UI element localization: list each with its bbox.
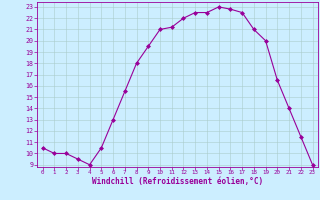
X-axis label: Windchill (Refroidissement éolien,°C): Windchill (Refroidissement éolien,°C) [92, 177, 263, 186]
